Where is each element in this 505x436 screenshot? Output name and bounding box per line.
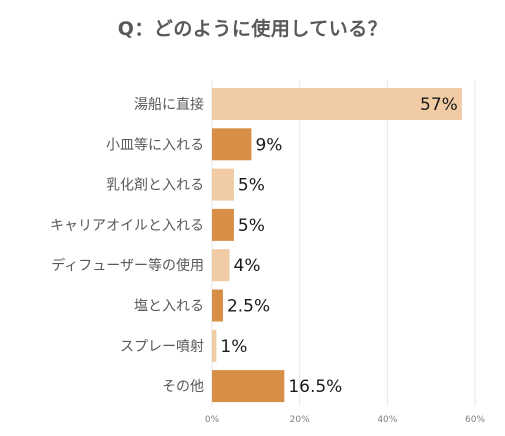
x-tick-label: 0% [205,415,220,425]
bars [212,88,462,403]
value-label: 16.5% [288,377,342,397]
value-label: 2.5% [227,297,270,317]
category-label: 塩と入れる [134,299,204,315]
bar [212,128,252,161]
category-label: 乳化剤と入れる [106,178,204,194]
value-label: 57% [420,95,458,115]
x-tick-label: 40% [377,415,397,425]
x-tick-label: 20% [290,415,310,425]
bar [212,88,462,120]
category-label: その他 [162,379,204,395]
x-tick-label: 60% [465,415,485,425]
category-label: キャリアオイルと入れる [50,218,204,234]
category-label: 小皿等に入れる [106,136,204,153]
value-label: 4% [234,256,261,276]
value-label: 1% [220,337,247,357]
category-label: スプレー噴射 [120,339,204,355]
bar [212,168,234,201]
bar [212,370,285,403]
bar [212,249,230,282]
category-label: ディフューザー等の使用 [51,257,204,274]
category-label: 湯船に直接 [134,96,204,113]
bar [212,289,223,322]
value-label: 9% [255,135,282,155]
value-label: 5% [238,176,265,196]
value-label: 5% [238,216,265,236]
labels: 0% 20% 40% 60% 湯船に直接 57% 小皿等に入れる 9% 乳化剤と入れる 5% キャリ… [50,95,485,425]
chart-title: Q：どのように使用している？ [117,18,388,40]
bar [212,208,234,241]
bar [212,329,217,362]
